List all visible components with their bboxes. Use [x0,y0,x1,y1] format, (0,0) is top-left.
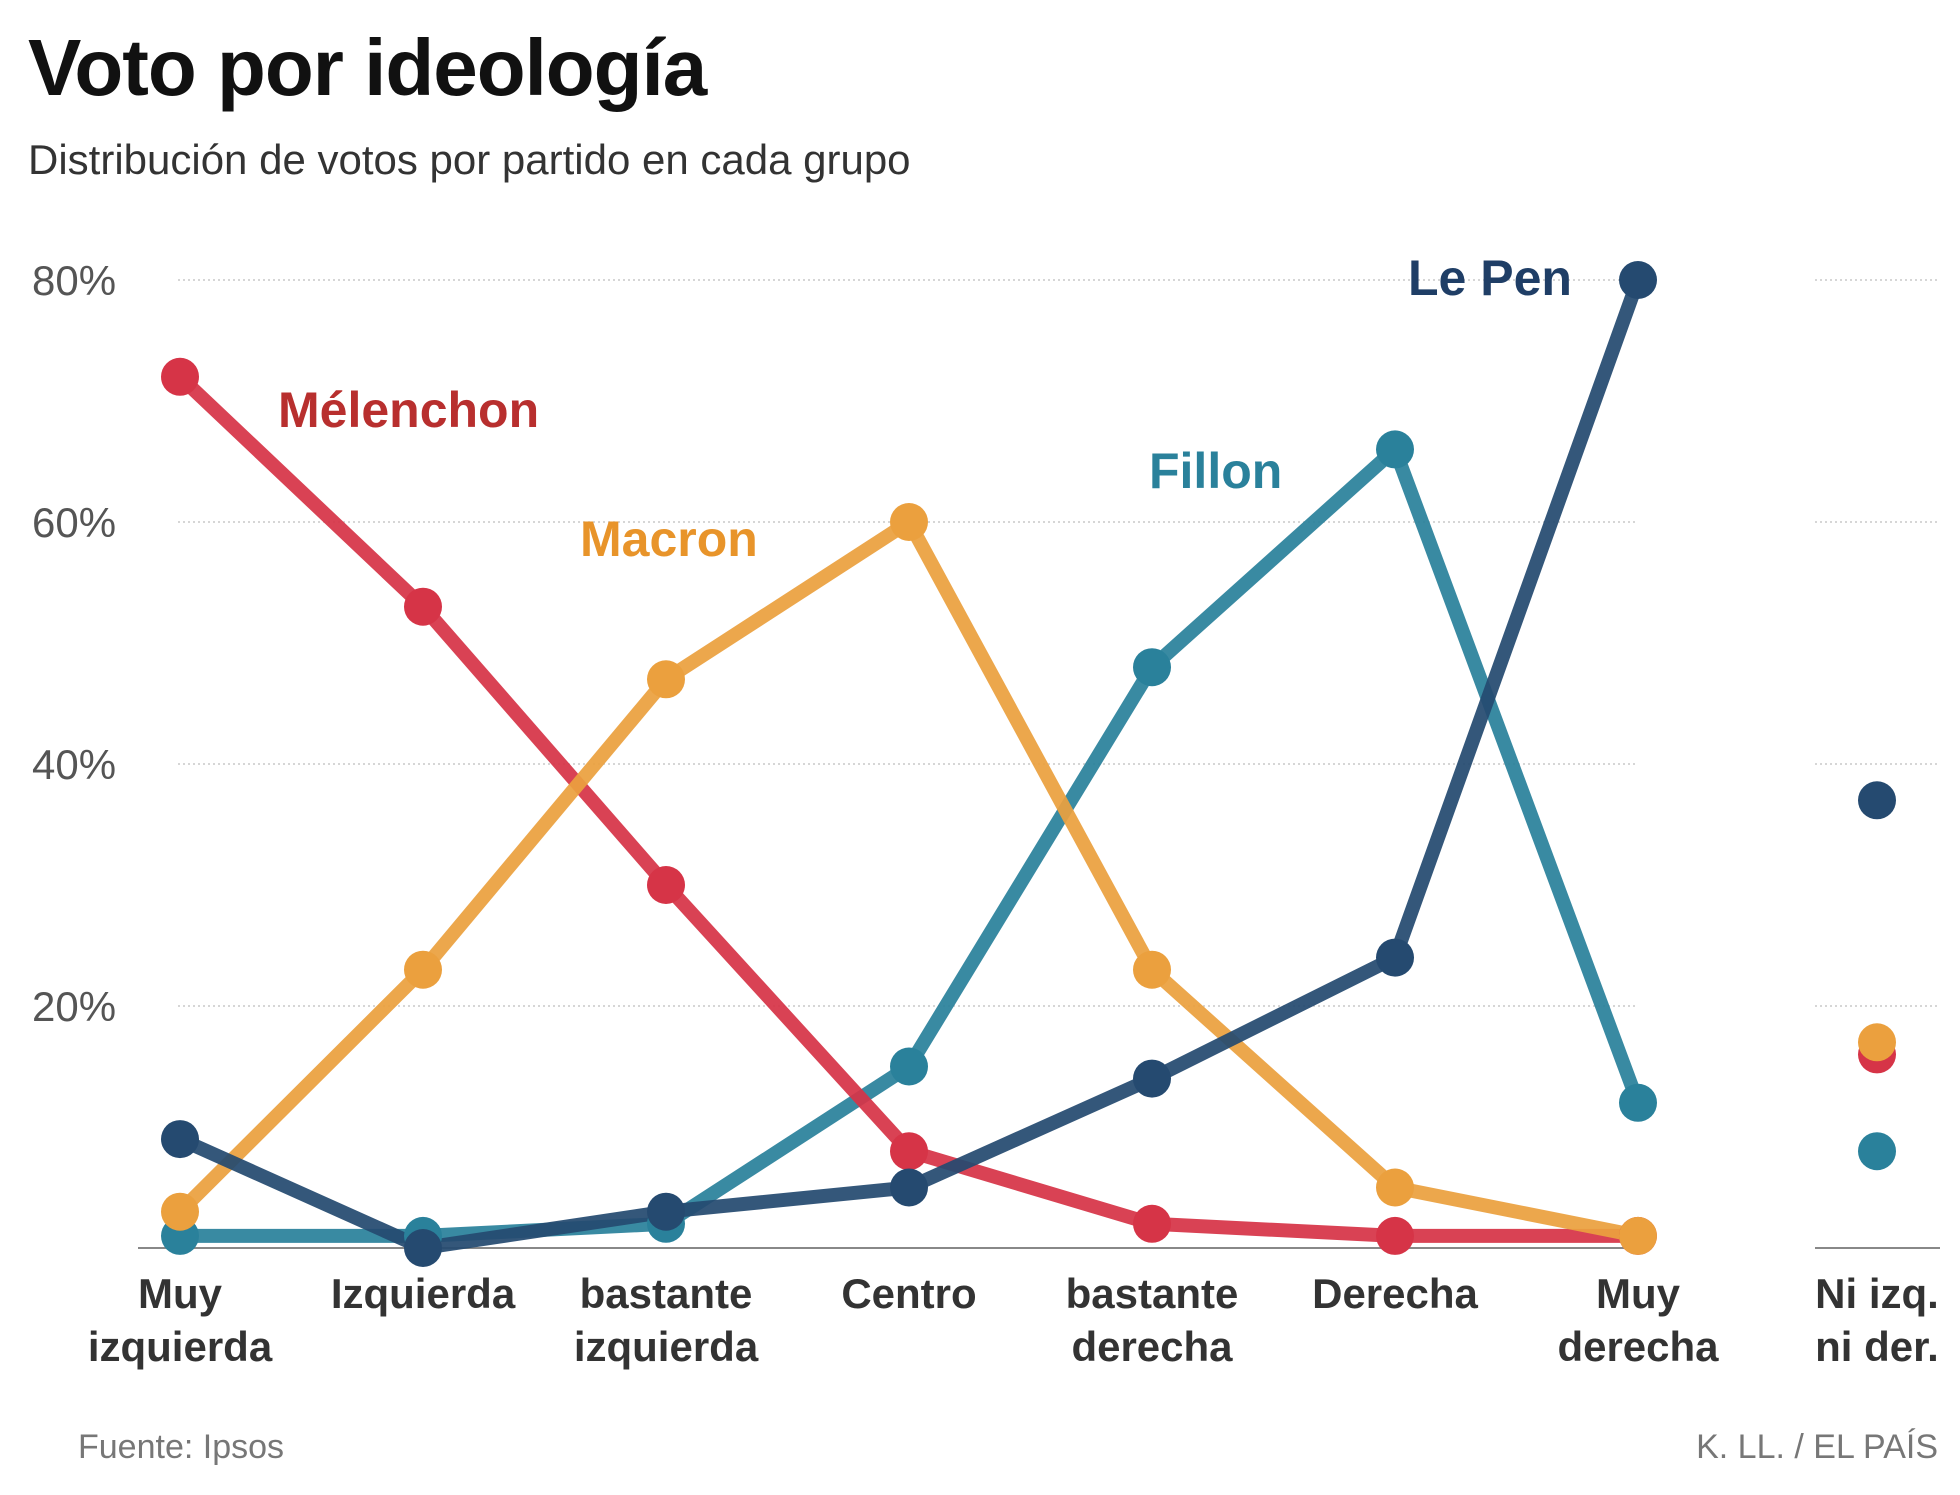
axis-layer: 20% 40% 60% 80% Muy izquierda Izquierda bastant… [32,257,1940,1370]
chart-subtitle: Distribución de votos por partido en cad… [28,136,911,183]
data-point-extra-lepen [1858,781,1896,820]
x-tick-label: Centro [841,1270,976,1317]
x-tick-label: derecha [1557,1323,1719,1370]
data-point-mlenchon [890,1132,928,1171]
data-point-mlenchon [1133,1204,1171,1243]
data-point-lepen [161,1120,199,1159]
data-point-macron [404,950,442,989]
x-tick-label: Derecha [1312,1270,1478,1317]
data-point-lepen [1133,1059,1171,1098]
x-tick-label: bastante [580,1270,753,1317]
y-tick-label: 40% [32,741,116,788]
series-label-lepen: Le Pen [1408,250,1572,306]
data-point-lepen [1376,938,1414,977]
x-tick-label: Muy [138,1270,223,1317]
data-point-lepen [647,1192,685,1231]
data-point-mlenchon [161,357,199,396]
data-point-lepen [404,1229,442,1267]
series-label-fillon: Fillon [1149,443,1282,499]
data-point-mlenchon [647,866,685,904]
y-tick-label: 20% [32,983,116,1030]
series-label-macron: Macron [580,511,758,567]
data-point-extra-fillon [1858,1132,1896,1171]
data-point-macron [161,1192,199,1231]
x-tick-label: derecha [1071,1323,1233,1370]
x-tick-label: izquierda [88,1323,273,1370]
chart-title: Voto por ideología [28,23,707,112]
data-point-macron [1376,1168,1414,1207]
x-tick-label: Izquierda [331,1270,516,1317]
data-point-macron [1133,950,1171,989]
data-point-lepen [1619,261,1657,299]
data-point-fillon [890,1047,928,1086]
source-note: Fuente: Ipsos [78,1428,285,1466]
x-tick-label: Muy [1596,1270,1681,1317]
data-point-macron [647,660,685,699]
x-tick-label: bastante [1066,1270,1239,1317]
data-point-mlenchon [404,587,442,626]
point-layer [161,261,1896,1267]
series-label-mlenchon: Mélenchon [278,382,539,438]
data-point-extra-macron [1858,1023,1896,1062]
y-tick-label: 80% [32,257,116,304]
data-point-macron [1619,1216,1657,1255]
data-point-macron [890,503,928,541]
grid-layer [178,279,1940,1007]
label-layer: Fillon Mélenchon Macron Le Pen [278,250,1572,567]
x-tick-label: izquierda [574,1323,759,1370]
data-point-fillon [1376,430,1414,469]
x-tick-label-extra: Ni izq. [1815,1270,1939,1317]
data-point-lepen [890,1168,928,1207]
data-point-fillon [1619,1083,1657,1122]
data-point-fillon [1133,648,1171,687]
x-tick-label-extra: ni der. [1815,1323,1939,1370]
series-line-fillon [173,442,1645,1243]
y-tick-label: 60% [32,499,116,546]
data-point-mlenchon [1376,1216,1414,1255]
credit-note: K. LL. / EL PAÍS [1696,1428,1938,1466]
